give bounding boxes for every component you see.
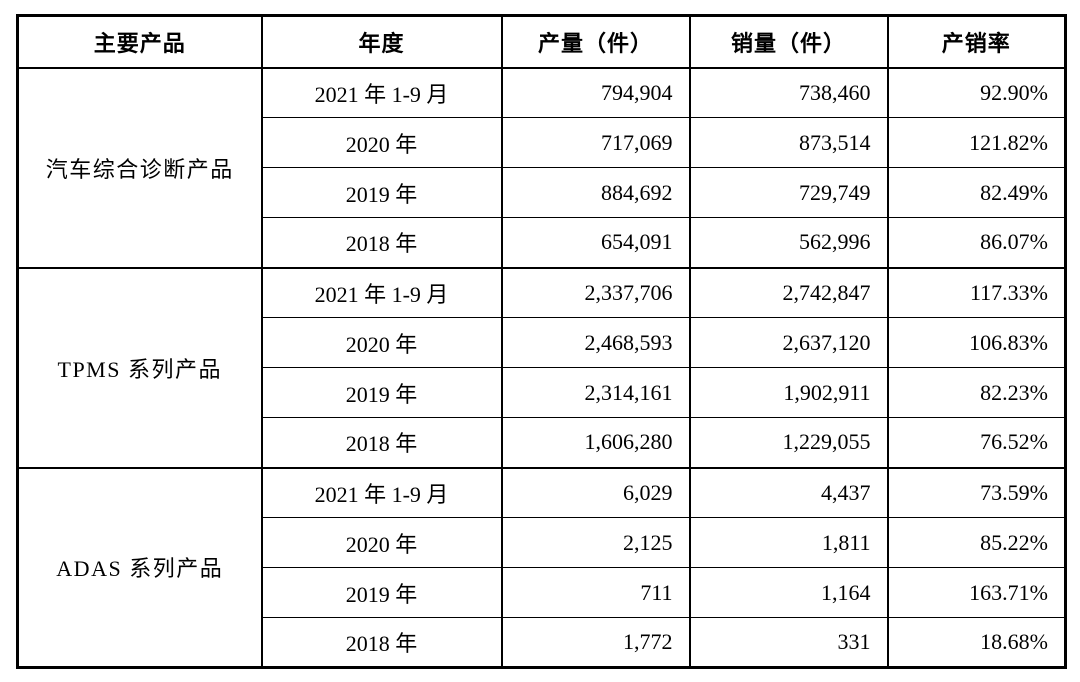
sales-cell: 873,514	[688, 117, 889, 168]
period-cell: 2021 年 1-9 月	[260, 66, 503, 118]
ratio-cell: 73.59%	[886, 466, 1067, 518]
sales-cell: 2,742,847	[688, 266, 889, 318]
ratio-cell: 163.71%	[886, 567, 1067, 618]
col-header-production: 产量（件）	[500, 15, 691, 69]
ratio-cell: 85.22%	[886, 517, 1067, 568]
period-cell: 2018 年	[260, 417, 503, 468]
production-cell: 654,091	[500, 217, 691, 268]
period-cell: 2019 年	[260, 567, 503, 618]
period-cell: 2020 年	[260, 317, 503, 368]
ratio-cell: 92.90%	[886, 66, 1067, 118]
product-group-cell: 汽车综合诊断产品	[16, 66, 263, 268]
table-row: 2020 年 2,125 1,811 85.22%	[18, 517, 1067, 568]
period-cell: 2019 年	[260, 367, 503, 418]
sales-cell: 331	[688, 617, 889, 668]
sales-cell: 729,749	[688, 167, 889, 218]
sales-cell: 1,811	[688, 517, 889, 568]
period-cell: 2020 年	[260, 517, 503, 568]
sales-cell: 1,229,055	[688, 417, 889, 468]
production-cell: 2,468,593	[500, 317, 691, 368]
period-cell: 2021 年 1-9 月	[260, 466, 503, 518]
table-row: 2019 年 884,692 729,749 82.49%	[18, 167, 1067, 218]
table-row: 2018 年 1,772 331 18.68%	[18, 617, 1067, 668]
table-row: ADAS 系列产品 2021 年 1-9 月 6,029 4,437 73.59…	[16, 466, 1067, 668]
sales-cell: 1,902,911	[688, 367, 889, 418]
period-cell: 2020 年	[260, 117, 503, 168]
period-cell: 2018 年	[260, 617, 503, 668]
col-header-period: 年度	[260, 15, 503, 69]
production-cell: 6,029	[500, 466, 691, 518]
production-cell: 1,606,280	[500, 417, 691, 468]
period-cell: 2019 年	[260, 167, 503, 218]
ratio-cell: 82.23%	[886, 367, 1067, 418]
production-cell: 1,772	[500, 617, 691, 668]
col-header-product: 主要产品	[16, 15, 263, 69]
table-row: 汽车综合诊断产品 2021 年 1-9 月 794,904 738,460 92…	[16, 66, 1067, 268]
table-row: 2018 年 654,091 562,996 86.07%	[18, 217, 1067, 268]
table-row: TPMS 系列产品 2021 年 1-9 月 2,337,706 2,742,8…	[16, 266, 1067, 468]
header-row: 主要产品 年度 产量（件） 销量（件） 产销率	[16, 15, 1067, 69]
product-group-cell: TPMS 系列产品	[16, 266, 263, 468]
sales-cell: 1,164	[688, 567, 889, 618]
product-group-cell: ADAS 系列产品	[16, 466, 263, 668]
col-header-ratio: 产销率	[886, 15, 1067, 69]
ratio-cell: 82.49%	[886, 167, 1067, 218]
production-cell: 2,337,706	[500, 266, 691, 318]
period-cell: 2018 年	[260, 217, 503, 268]
period-cell: 2021 年 1-9 月	[260, 266, 503, 318]
production-cell: 711	[500, 567, 691, 618]
table-row: 2018 年 1,606,280 1,229,055 76.52%	[18, 417, 1067, 468]
ratio-cell: 76.52%	[886, 417, 1067, 468]
ratio-cell: 121.82%	[886, 117, 1067, 168]
production-cell: 884,692	[500, 167, 691, 218]
sales-cell: 738,460	[688, 66, 889, 118]
sales-cell: 4,437	[688, 466, 889, 518]
ratio-cell: 18.68%	[886, 617, 1067, 668]
col-header-sales: 销量（件）	[688, 15, 889, 69]
ratio-cell: 86.07%	[886, 217, 1067, 268]
production-cell: 2,125	[500, 517, 691, 568]
production-cell: 794,904	[500, 66, 691, 118]
table-row: 2020 年 2,468,593 2,637,120 106.83%	[18, 317, 1067, 368]
production-cell: 2,314,161	[500, 367, 691, 418]
sales-cell: 2,637,120	[688, 317, 889, 368]
ratio-cell: 106.83%	[886, 317, 1067, 368]
production-sales-table: 主要产品 年度 产量（件） 销量（件） 产销率 汽车综合诊断产品 2021 年 …	[16, 14, 1067, 669]
production-cell: 717,069	[500, 117, 691, 168]
sales-cell: 562,996	[688, 217, 889, 268]
table-row: 2019 年 2,314,161 1,902,911 82.23%	[18, 367, 1067, 418]
ratio-cell: 117.33%	[886, 266, 1067, 318]
